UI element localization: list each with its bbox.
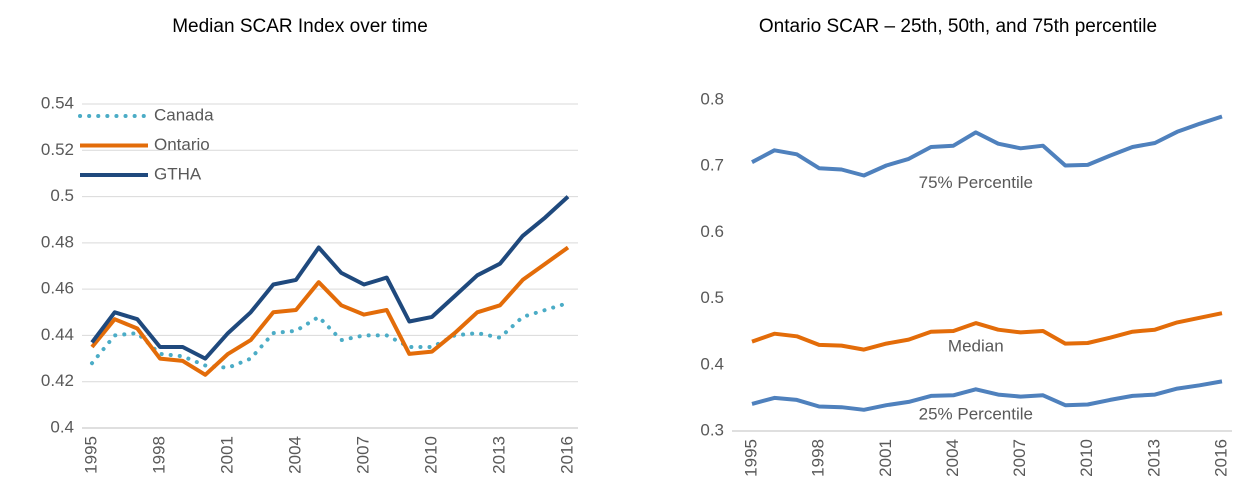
legend-label: Canada	[154, 105, 214, 124]
series-label: 75% Percentile	[919, 173, 1033, 192]
x-tick-label: 2010	[421, 436, 440, 474]
series-label: Median	[948, 337, 1004, 356]
x-tick-label: 1995	[741, 439, 760, 477]
y-tick-label: 0.4	[700, 354, 724, 373]
x-tick-label: 2010	[1077, 439, 1096, 477]
x-tick-label: 1998	[149, 436, 168, 474]
x-tick-label: 2016	[557, 436, 576, 474]
y-tick-label: 0.4	[50, 417, 74, 436]
x-tick-label: 2007	[353, 436, 372, 474]
x-tick-label: 2004	[943, 439, 962, 477]
y-tick-label: 0.54	[41, 93, 74, 112]
y-tick-label: 0.6	[700, 222, 724, 241]
series-line	[751, 114, 1223, 178]
series-line	[90, 245, 570, 377]
series-line	[751, 311, 1223, 352]
y-tick-label: 0.5	[50, 186, 74, 205]
y-tick-label: 0.46	[41, 279, 74, 298]
series-line	[90, 195, 570, 361]
y-tick-label: 0.44	[41, 325, 74, 344]
x-tick-label: 1998	[809, 439, 828, 477]
y-tick-label: 0.5	[700, 288, 724, 307]
chart-title: Ontario SCAR – 25th, 50th, and 75th perc…	[759, 16, 1157, 37]
x-tick-label: 1995	[81, 436, 100, 474]
chart-title: Median SCAR Index over time	[172, 16, 428, 37]
series-label: 25% Percentile	[919, 405, 1033, 424]
y-tick-label: 0.52	[41, 140, 74, 159]
y-tick-label: 0.48	[41, 232, 74, 251]
legend-label: GTHA	[154, 164, 202, 183]
y-tick-label: 0.7	[700, 156, 724, 175]
y-tick-label: 0.42	[41, 371, 74, 390]
x-tick-label: 2016	[1211, 439, 1230, 477]
x-tick-label: 2007	[1010, 439, 1029, 477]
y-tick-label: 0.3	[700, 420, 724, 439]
series-line	[751, 379, 1223, 412]
series-line	[90, 301, 570, 370]
x-tick-label: 2013	[1144, 439, 1163, 477]
x-tick-label: 2004	[285, 436, 304, 474]
x-tick-label: 2001	[217, 436, 236, 474]
x-tick-label: 2001	[876, 439, 895, 477]
x-tick-label: 2013	[489, 436, 508, 474]
y-tick-label: 0.8	[700, 89, 724, 108]
legend-label: Ontario	[154, 135, 210, 154]
